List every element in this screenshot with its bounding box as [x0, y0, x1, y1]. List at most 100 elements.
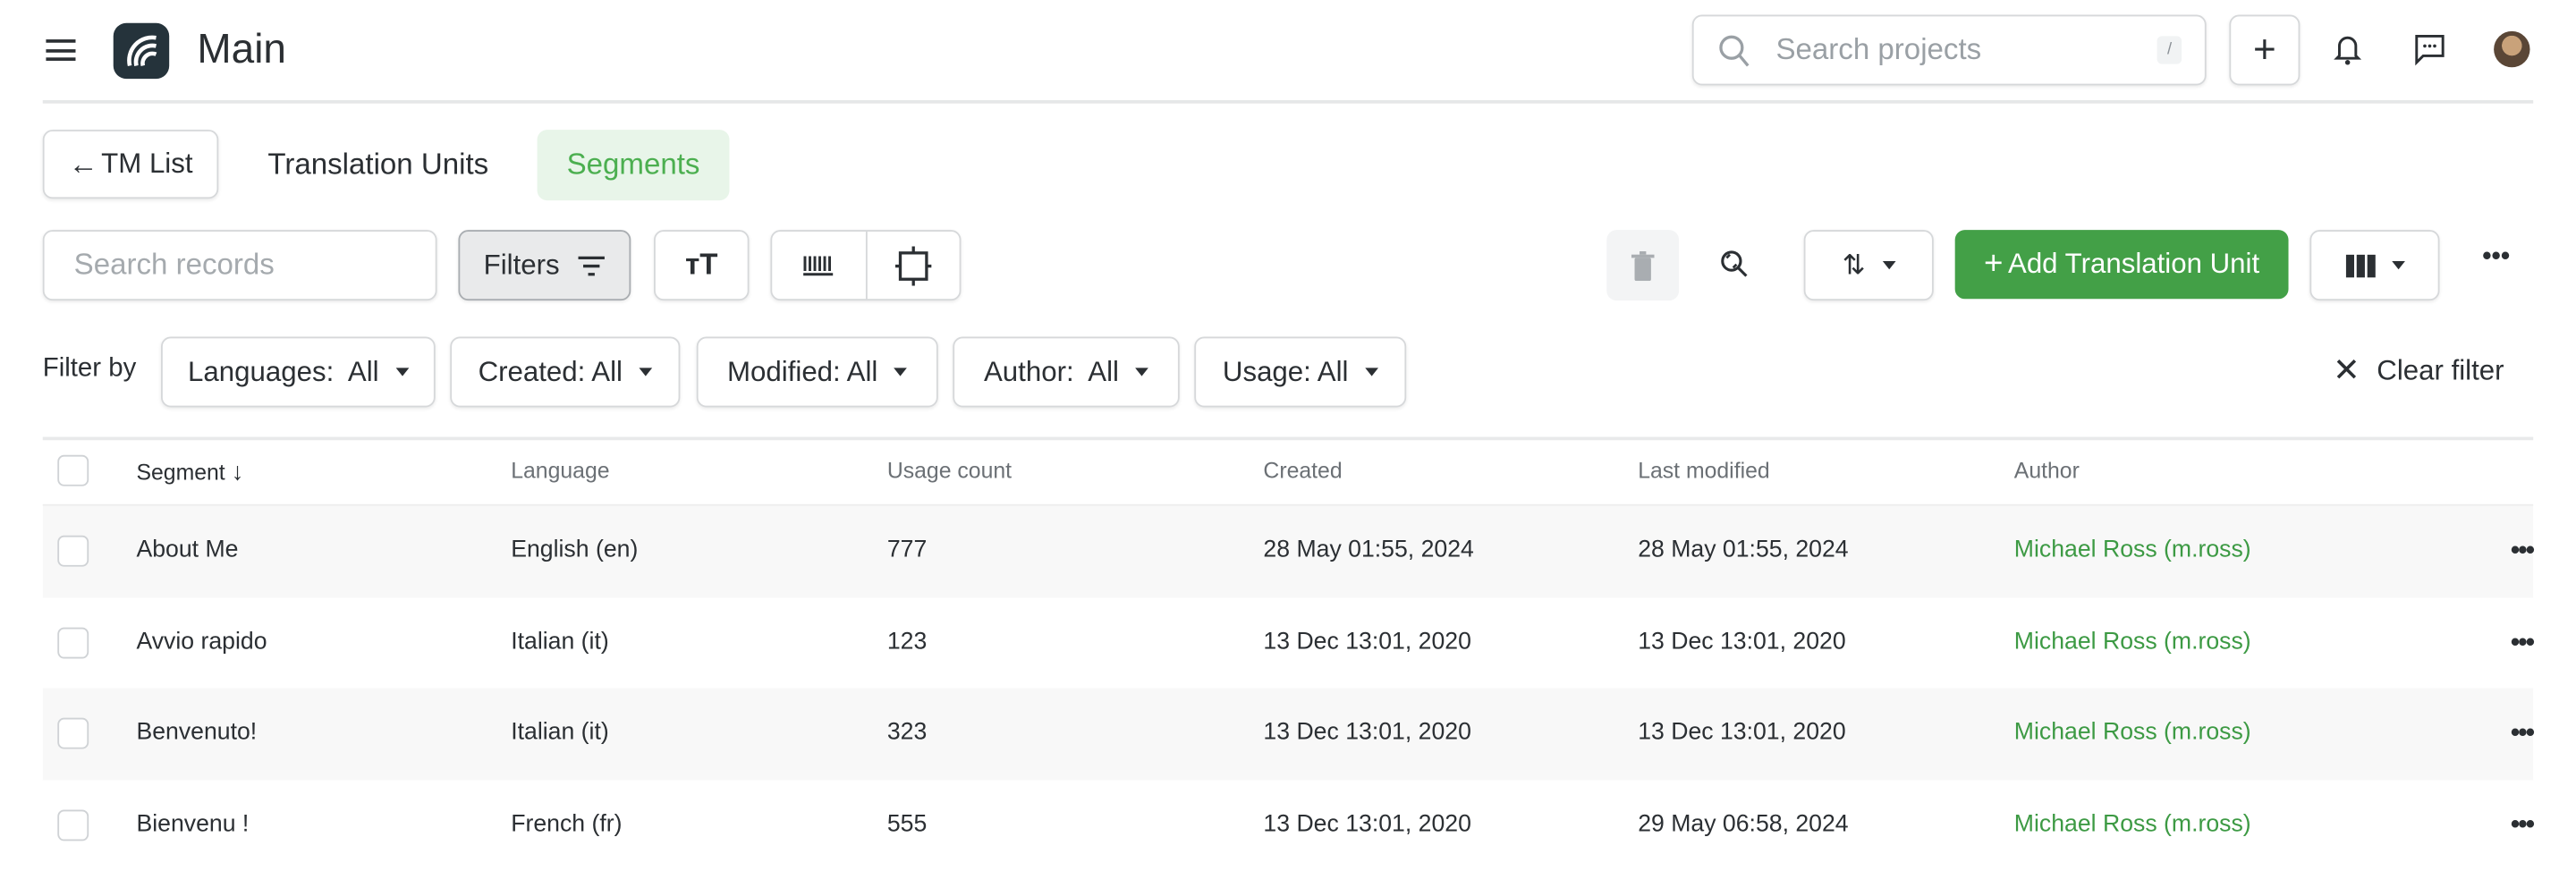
filter-label: Usage: All: [1222, 355, 1349, 387]
segment-cell: About Me: [136, 537, 239, 563]
table-row[interactable]: About Me English (en) 777 28 May 01:55, 202…: [42, 505, 2535, 597]
filter-label: Languages: All: [188, 355, 379, 387]
created-cell: 13 Dec 13:01, 2020: [1263, 628, 1471, 655]
menu-icon[interactable]: [46, 39, 76, 63]
delete-button[interactable]: [1606, 230, 1680, 301]
column-header-language[interactable]: Language: [511, 458, 610, 483]
row-more-icon[interactable]: •••: [2510, 719, 2535, 748]
header-divider: [42, 503, 2534, 506]
table-top-border: [42, 436, 2534, 441]
search-records-placeholder: Search records: [73, 248, 275, 282]
avatar[interactable]: [2494, 30, 2530, 68]
language-cell: Italian (it): [511, 719, 609, 746]
row-more-icon[interactable]: •••: [2510, 810, 2535, 839]
row-checkbox[interactable]: [57, 717, 89, 749]
shortcut-badge: /: [2157, 36, 2182, 64]
create-button[interactable]: +: [2229, 14, 2301, 86]
logo-icon: [113, 22, 170, 80]
filter-modified[interactable]: Modified: All: [696, 336, 938, 408]
trash-icon: [1631, 250, 1655, 281]
caret-down-icon: [2391, 261, 2405, 270]
usage-count-cell: 123: [886, 628, 928, 655]
filter-icon: [577, 255, 605, 275]
usage-count-cell: 777: [886, 537, 928, 563]
author-cell[interactable]: Michael Ross (m.ross): [2013, 628, 2251, 655]
row-checkbox[interactable]: [57, 535, 89, 567]
search-records-input[interactable]: Search records: [42, 230, 437, 301]
search-replace-icon[interactable]: [1718, 248, 1751, 281]
columns-icon: [2344, 253, 2375, 277]
sort-button[interactable]: ⇅: [1803, 230, 1934, 301]
clear-filter-button[interactable]: ✕ Clear filter: [2333, 354, 2504, 388]
column-header-author[interactable]: Author: [2013, 458, 2080, 483]
row-checkbox[interactable]: [57, 626, 89, 658]
text-size-button[interactable]: тT: [654, 230, 750, 301]
filter-created[interactable]: Created: All: [450, 336, 681, 408]
created-cell: 28 May 01:55, 2024: [1263, 537, 1474, 563]
filter-label: Modified: All: [727, 355, 878, 387]
clear-filter-label: Clear filter: [2377, 354, 2504, 386]
filter-author[interactable]: Author: All: [953, 336, 1180, 408]
filters-label: Filters: [483, 249, 560, 281]
more-options-icon[interactable]: •••: [2482, 242, 2511, 272]
search-placeholder: Search projects: [1775, 32, 1982, 66]
tags-view-button[interactable]: [772, 231, 867, 300]
column-header-segment[interactable]: Segment ↓: [136, 458, 243, 486]
tab-segments[interactable]: Segments: [537, 130, 730, 201]
column-label: Segment: [136, 460, 225, 485]
filter-by-label: Filter by: [42, 354, 137, 383]
column-header-usage-count[interactable]: Usage count: [886, 458, 1013, 483]
last-modified-cell: 13 Dec 13:01, 2020: [1638, 719, 1846, 746]
plus-icon: +: [2253, 27, 2276, 72]
crop-frame-icon: [894, 245, 931, 285]
filter-label: Created: All: [478, 355, 623, 387]
segment-cell: Benvenuto!: [136, 719, 258, 746]
add-translation-unit-button[interactable]: + Add Translation Unit: [1954, 230, 2289, 300]
arrow-left-icon: ←: [68, 147, 98, 181]
author-cell[interactable]: Michael Ross (m.ross): [2013, 719, 2251, 746]
add-label: Add Translation Unit: [2007, 248, 2260, 280]
bell-icon[interactable]: [2333, 33, 2362, 66]
language-cell: Italian (it): [511, 628, 609, 655]
header-divider: [42, 100, 2534, 103]
barcode-icon: [803, 255, 834, 275]
page-title: Main: [197, 26, 286, 72]
created-cell: 13 Dec 13:01, 2020: [1263, 810, 1471, 837]
usage-count-cell: 555: [886, 810, 928, 837]
chat-icon[interactable]: [2413, 33, 2446, 66]
tab-translation-units[interactable]: Translation Units: [267, 148, 489, 182]
last-modified-cell: 28 May 01:55, 2024: [1638, 537, 1849, 563]
row-more-icon[interactable]: •••: [2510, 628, 2535, 656]
row-checkbox[interactable]: [57, 808, 89, 841]
segment-cell: Avvio rapido: [136, 628, 267, 655]
sort-icon: ⇅: [1842, 249, 1866, 281]
filter-languages[interactable]: Languages: All: [160, 336, 436, 408]
usage-count-cell: 323: [886, 719, 928, 746]
layout-button[interactable]: [867, 232, 960, 299]
caret-down-icon: [639, 368, 653, 376]
caret-down-icon: [394, 368, 409, 376]
search-icon: [1719, 34, 1750, 66]
tm-list-button[interactable]: ← TM List: [42, 130, 219, 199]
segment-cell: Bienvenu !: [136, 810, 250, 837]
table-row[interactable]: Benvenuto! Italian (it) 323 13 Dec 13:01, 2…: [42, 688, 2535, 780]
caret-down-icon: [1135, 368, 1149, 376]
column-header-last-modified[interactable]: Last modified: [1638, 458, 1770, 483]
table-row[interactable]: Bienvenu ! French (fr) 555 13 Dec 13:01, 20…: [43, 780, 2535, 871]
search-projects-input[interactable]: Search projects /: [1691, 14, 2207, 86]
language-cell: French (fr): [511, 810, 623, 837]
table-row[interactable]: Avvio rapido Italian (it) 123 13 Dec 13:01,…: [43, 597, 2535, 689]
row-more-icon[interactable]: •••: [2510, 537, 2535, 565]
columns-button[interactable]: [2309, 230, 2440, 301]
text-size-icon: тT: [685, 248, 718, 282]
author-cell[interactable]: Michael Ross (m.ross): [2013, 537, 2251, 563]
plus-icon: +: [1984, 245, 2004, 282]
language-cell: English (en): [511, 537, 639, 563]
caret-down-icon: [1364, 368, 1378, 376]
column-header-created[interactable]: Created: [1263, 458, 1343, 483]
last-modified-cell: 13 Dec 13:01, 2020: [1638, 628, 1846, 655]
author-cell[interactable]: Michael Ross (m.ross): [2013, 810, 2251, 837]
select-all-checkbox[interactable]: [57, 454, 89, 486]
filters-button[interactable]: Filters: [458, 230, 631, 301]
filter-usage[interactable]: Usage: All: [1194, 336, 1407, 408]
